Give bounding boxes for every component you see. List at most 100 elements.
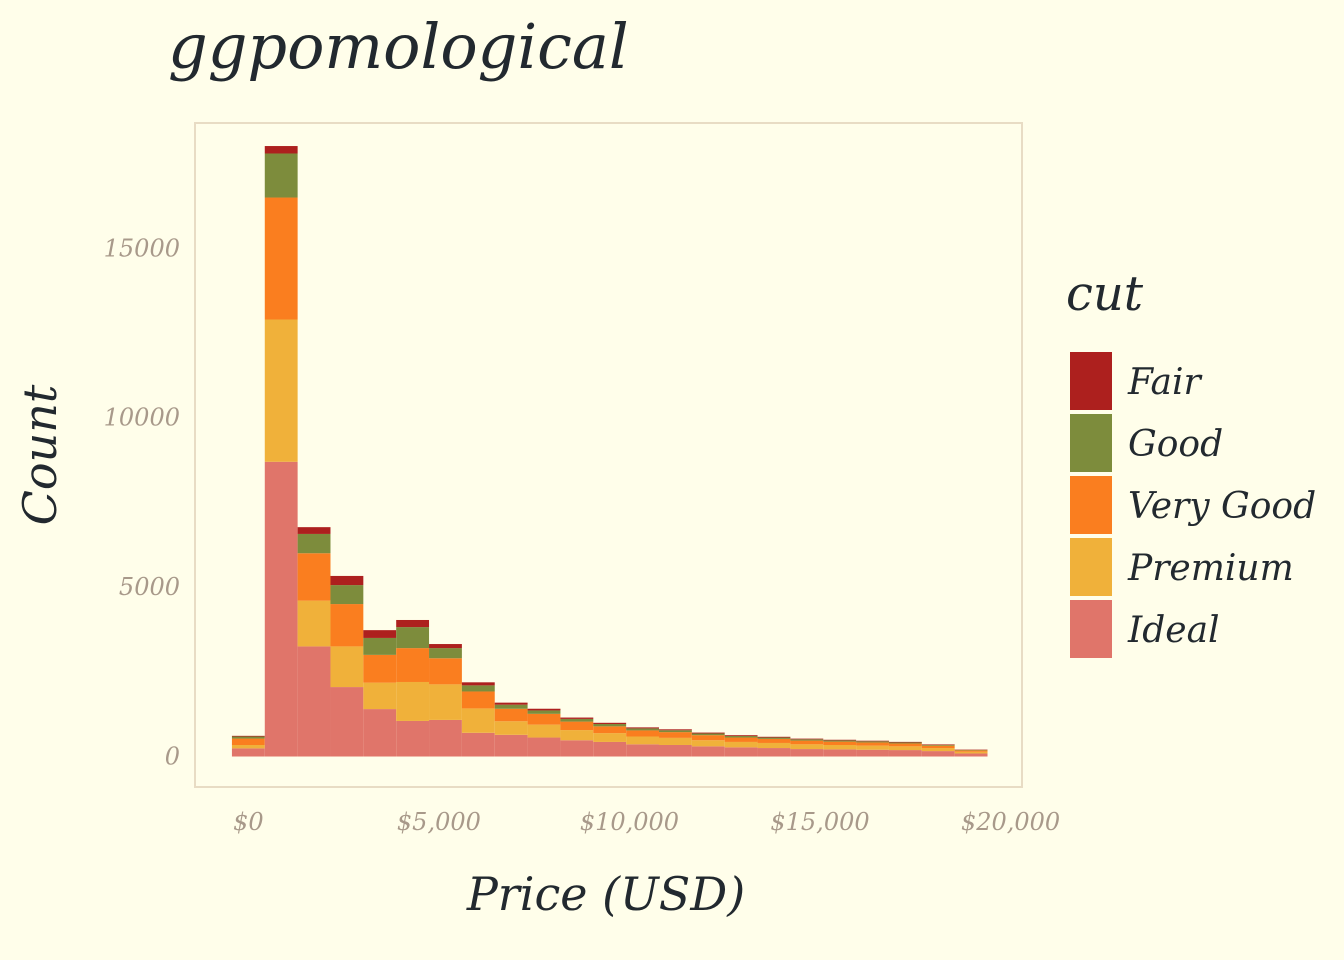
legend-key-premium — [1070, 538, 1112, 596]
bar-segment-very-good — [429, 658, 462, 685]
legend-key-very-good — [1070, 476, 1112, 534]
bar-segment-fair — [527, 708, 561, 711]
bar-segment-ideal — [790, 749, 824, 757]
bar-segment-ideal — [659, 744, 692, 757]
bar-segment-very-good — [724, 737, 758, 742]
bar-segment-good — [560, 718, 594, 722]
legend-key-ideal — [1070, 600, 1112, 658]
bar-segment-premium — [429, 684, 462, 720]
bar-segment-fair — [790, 738, 824, 740]
bar-segment-fair — [757, 736, 791, 738]
bar-segment-very-good — [691, 735, 725, 741]
bar-segment-good — [461, 685, 495, 692]
bar-segment-ideal — [823, 749, 857, 757]
x-axis-ticks: $0 $5,000 $10,000 $15,000 $20,000 — [233, 808, 1060, 836]
bar-segment-very-good — [823, 741, 857, 745]
y-axis-title: Count — [13, 384, 67, 525]
y-tick-label: 0 — [165, 743, 180, 771]
bar-segment-very-good — [560, 721, 594, 731]
bar-segment-premium — [856, 745, 889, 750]
bar-segment-ideal — [363, 709, 397, 757]
bar-segment-ideal — [691, 746, 725, 757]
bar-segment-fair — [560, 717, 594, 719]
bar-segment-premium — [790, 744, 824, 750]
bar-segment-very-good — [231, 738, 265, 745]
bar-segment-ideal — [626, 744, 659, 757]
bar-segment-good — [494, 704, 528, 709]
bar-segment-premium — [264, 319, 298, 462]
bar-segment-premium — [363, 682, 397, 710]
bar-segment-very-good — [363, 654, 397, 683]
bar-segment-premium — [823, 744, 857, 750]
bar-segment-fair — [330, 575, 364, 586]
bar-segment-ideal — [330, 687, 364, 757]
bars-layer — [231, 146, 988, 757]
legend-key-good — [1070, 414, 1112, 472]
bar-segment-ideal — [888, 750, 922, 757]
bar-segment-premium — [691, 740, 725, 747]
bar-segment-premium — [330, 646, 364, 688]
bar-segment-ideal — [297, 646, 331, 757]
bar-segment-fair — [888, 741, 922, 743]
bar-segment-ideal — [593, 741, 627, 757]
y-tick-label: 15000 — [104, 234, 180, 262]
bar-segment-fair — [231, 735, 265, 737]
bar-segment-very-good — [888, 743, 922, 747]
legend-label: Premium — [1127, 548, 1294, 589]
bar-segment-ideal — [560, 740, 594, 757]
bar-segment-premium — [954, 751, 988, 754]
bar-segment-good — [396, 627, 430, 649]
bar-segment-fair — [659, 729, 692, 731]
bar-segment-very-good — [626, 730, 659, 737]
bar-segment-fair — [921, 744, 955, 745]
bar-segment-good — [264, 153, 298, 198]
bar-segment-ideal — [494, 734, 528, 757]
legend-title: cut — [1066, 266, 1144, 322]
bar-segment-good — [659, 730, 692, 733]
y-axis-ticks: 0 5000 10000 15000 — [104, 234, 180, 770]
bar-segment-very-good — [264, 197, 298, 320]
bar-segment-premium — [626, 736, 659, 745]
bar-segment-ideal — [396, 720, 430, 757]
x-tick-label: $10,000 — [580, 808, 679, 836]
bar-segment-good — [757, 737, 791, 739]
y-tick-label: 5000 — [119, 573, 180, 601]
legend-items: Fair Good Very Good Premium Ideal — [1070, 352, 1316, 658]
plot-panel — [194, 122, 1023, 788]
bar-segment-ideal — [231, 748, 265, 757]
bar-segment-premium — [593, 733, 627, 742]
bar-segment-fair — [461, 682, 495, 686]
bar-segment-good — [363, 637, 397, 655]
bar-segment-very-good — [757, 738, 791, 743]
bar-segment-good — [856, 741, 889, 743]
x-tick-label: $15,000 — [770, 808, 869, 836]
panel-border — [194, 122, 1023, 788]
bar-segment-good — [429, 648, 462, 659]
bar-segment-good — [921, 744, 955, 746]
bar-segment-premium — [297, 600, 331, 647]
bar-segment-premium — [888, 746, 922, 751]
bar-segment-good — [231, 736, 265, 739]
bar-segment-fair — [429, 644, 462, 649]
y-tick-label: 10000 — [104, 404, 180, 432]
bar-segment-fair — [494, 702, 528, 705]
legend-label: Good — [1128, 424, 1223, 465]
bar-segment-good — [691, 733, 725, 736]
bar-segment-good — [888, 742, 922, 744]
legend-label: Very Good — [1128, 486, 1316, 527]
bar-segment-very-good — [297, 553, 331, 601]
bar-segment-premium — [921, 748, 955, 752]
x-tick-label: $0 — [233, 808, 264, 836]
bar-segment-premium — [461, 708, 495, 733]
bar-segment-fair — [297, 527, 331, 534]
x-axis-title: Price (USD) — [466, 867, 745, 921]
bar-segment-ideal — [264, 461, 298, 757]
bar-segment-very-good — [790, 740, 824, 745]
bar-segment-good — [823, 740, 857, 742]
bar-segment-fair — [856, 740, 889, 742]
bar-segment-premium — [494, 721, 528, 735]
x-tick-label: $5,000 — [397, 808, 481, 836]
bar-segment-premium — [560, 730, 594, 741]
bar-segment-very-good — [954, 750, 988, 752]
